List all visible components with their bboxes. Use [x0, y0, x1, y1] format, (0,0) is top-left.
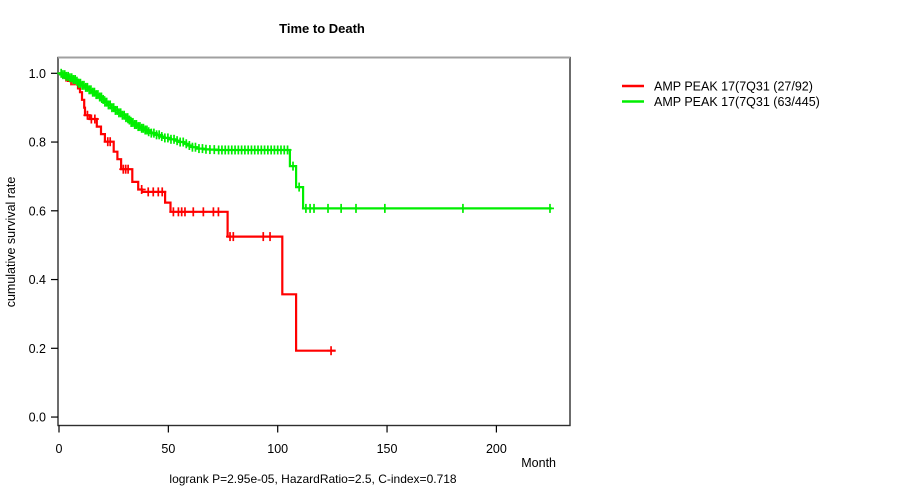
- x-tick-label: 0: [56, 442, 63, 456]
- y-axis-label: cumulative survival rate: [4, 177, 18, 308]
- y-tick-label: 0.6: [29, 204, 46, 218]
- survival-curve-green-group: [57, 68, 554, 213]
- y-tick-label: 1.0: [29, 67, 46, 81]
- x-axis-ticks: 0 50 100 150 200: [56, 425, 507, 456]
- legend-label: AMP PEAK 17(7Q31 (27/92): [654, 80, 813, 94]
- km-step-line: [59, 72, 336, 352]
- x-tick-label: 100: [267, 442, 288, 456]
- y-axis-ticks: 0.0 0.2 0.4 0.6 0.8 1.0: [29, 67, 58, 425]
- plot-box: [57, 56, 571, 427]
- y-tick-label: 0.0: [29, 411, 46, 425]
- km-step-line: [59, 72, 552, 210]
- x-tick-label: 150: [377, 442, 398, 456]
- chart-title: Time to Death: [279, 21, 365, 36]
- stats-caption: logrank P=2.95e-05, HazardRatio=2.5, C-i…: [169, 472, 457, 486]
- survival-curve-red-group: [59, 72, 336, 356]
- x-tick-label: 50: [161, 442, 175, 456]
- x-axis-label: Month: [521, 456, 556, 470]
- y-tick-label: 0.4: [29, 273, 46, 287]
- x-tick-label: 200: [486, 442, 507, 456]
- y-tick-label: 0.2: [29, 342, 46, 356]
- legend: AMP PEAK 17(7Q31 (27/92)AMP PEAK 17(7Q31…: [622, 80, 820, 109]
- y-tick-label: 0.8: [29, 136, 46, 150]
- survival-curves: [57, 68, 554, 356]
- legend-label: AMP PEAK 17(7Q31 (63/445): [654, 95, 820, 109]
